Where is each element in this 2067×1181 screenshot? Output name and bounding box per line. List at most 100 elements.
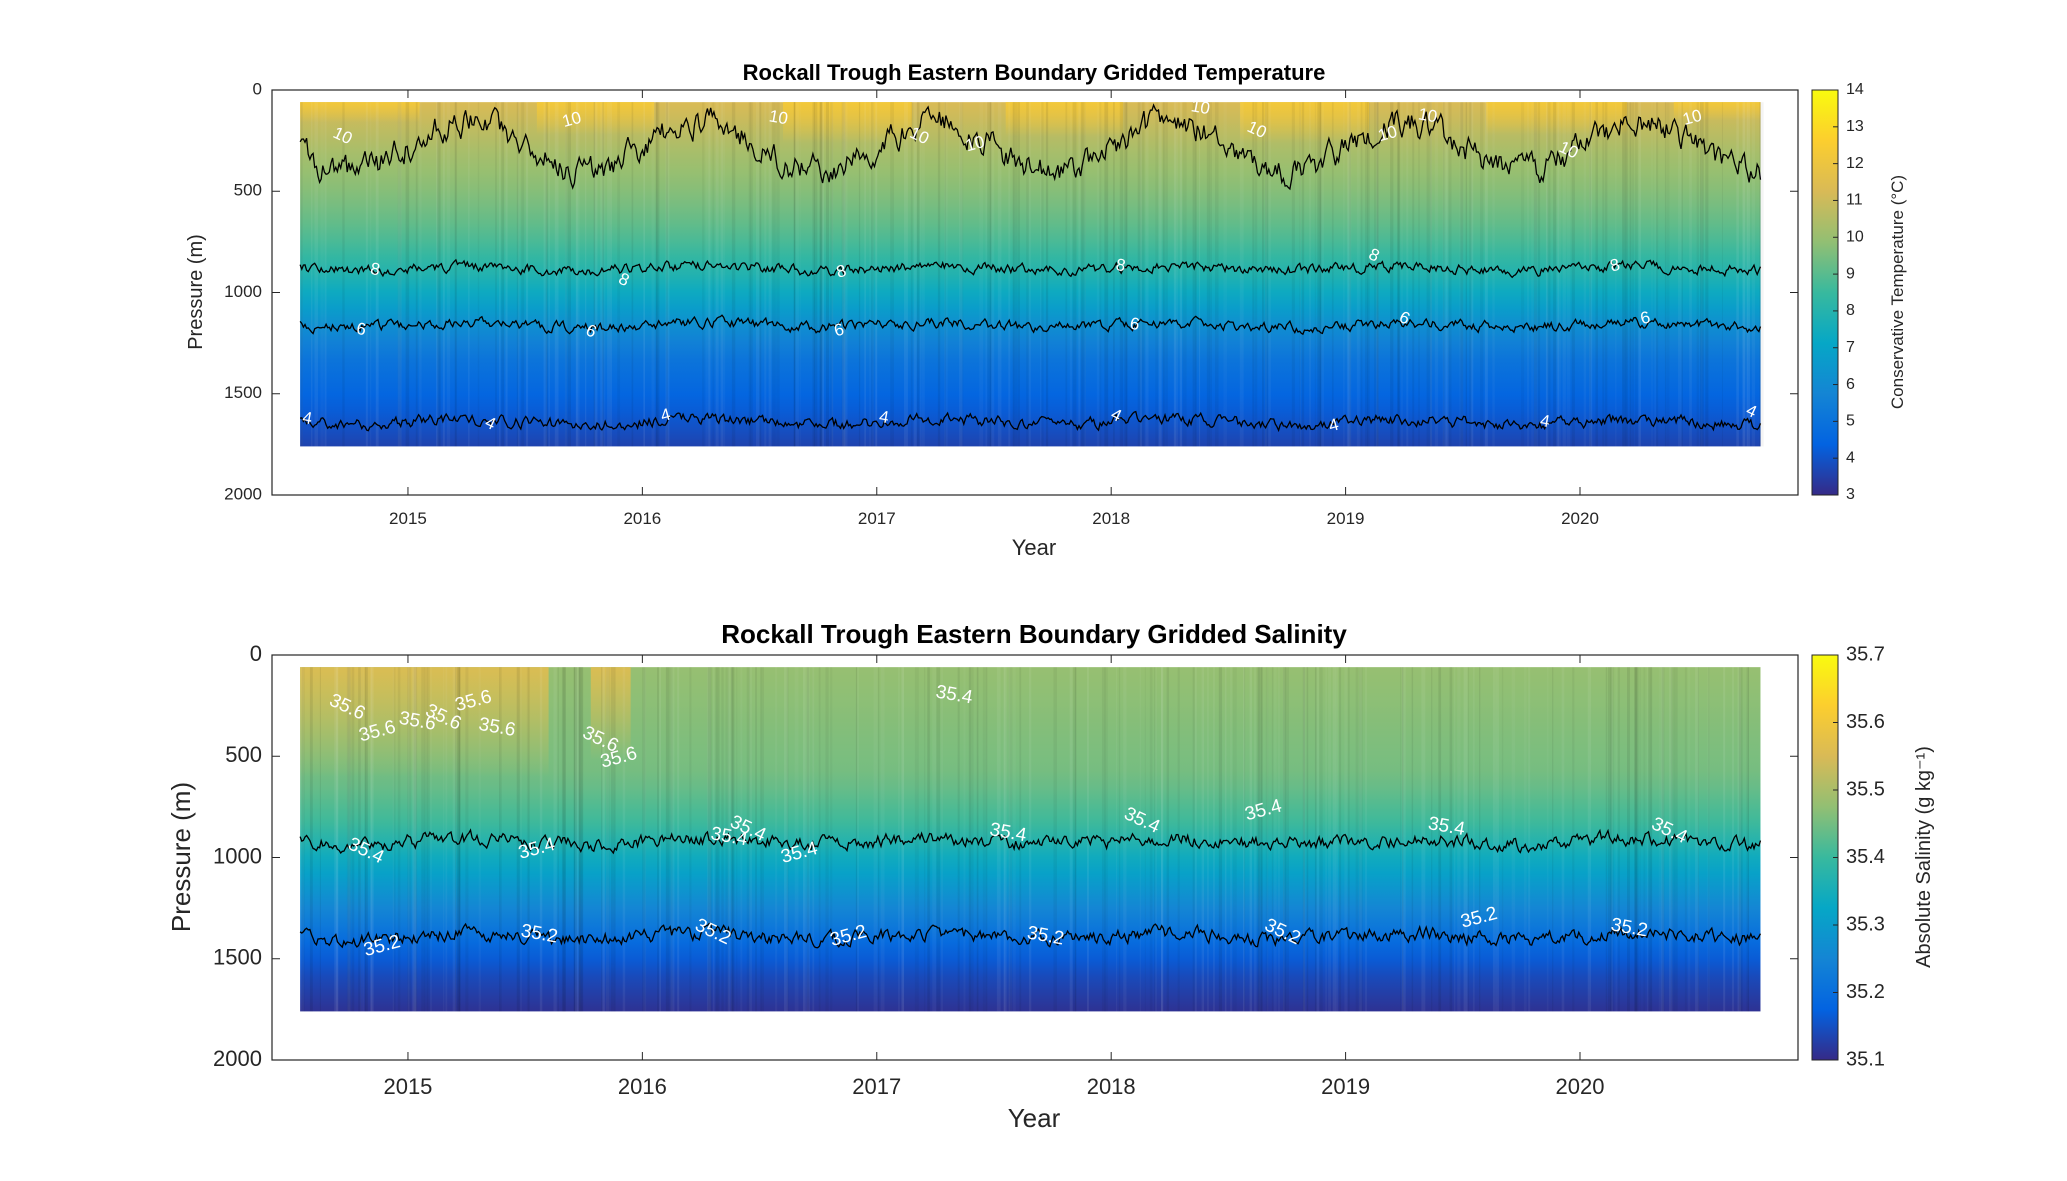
field-streak [517, 102, 520, 447]
field-streak [1299, 102, 1301, 446]
field-streak [1533, 102, 1538, 447]
field-streak [1347, 667, 1350, 1012]
field-streak [1072, 102, 1077, 447]
colorbar: 35.1 35.2 35.3 35.4 35.5 35.6 35.7 [1811, 643, 1885, 1070]
field-streak [761, 667, 764, 1012]
contour-label: 10 [768, 106, 790, 128]
field-streak [1397, 102, 1400, 447]
field-streak [563, 667, 566, 1012]
contour-label: 10 [1190, 96, 1212, 118]
field-streak [1470, 102, 1474, 447]
contour-line-10 [299, 103, 1762, 191]
field-streak [614, 667, 616, 1012]
field-streak [1161, 667, 1164, 1012]
field-streak [1502, 667, 1503, 1011]
x-axis-ticks: 2015 2016 2017 2018 2019 2020 [389, 90, 1599, 528]
field-streak [1314, 667, 1317, 1012]
field-streak [1640, 667, 1641, 1011]
field-streak [1561, 667, 1565, 1012]
field-streak [1317, 102, 1321, 447]
field-streak [1291, 102, 1295, 447]
field-streak [749, 102, 754, 447]
field-streak [605, 667, 610, 1012]
contour-line-6 [299, 314, 1762, 336]
field-streak [666, 102, 668, 447]
field-streak [1356, 102, 1360, 447]
field-streak [1376, 102, 1379, 447]
field-streak [1737, 667, 1741, 1012]
field-streak [1166, 667, 1170, 1012]
field-streak [1607, 667, 1612, 1012]
field-streak [1589, 102, 1591, 447]
field-streak [1325, 667, 1327, 1012]
field-streak [875, 102, 877, 447]
field-streak [1401, 102, 1403, 447]
field-streak [985, 102, 988, 447]
field-streak [1124, 102, 1127, 447]
field-streak [301, 102, 303, 447]
field-streak [1302, 667, 1306, 1012]
contour-label: 10 [1417, 104, 1439, 126]
contour-label: 10 [1376, 122, 1399, 145]
field-streak [1101, 667, 1106, 1012]
field-streak [916, 102, 920, 447]
field-streak [843, 102, 848, 447]
field-streak [1230, 667, 1233, 1012]
colorbar-tick-label: 13 [1846, 118, 1864, 135]
contour-label: 8 [834, 261, 848, 282]
field-streak [1411, 667, 1414, 1012]
field-streak [413, 667, 418, 1012]
contour-label: 4 [301, 408, 314, 428]
field-streak [655, 102, 660, 447]
field-streak [657, 667, 659, 1012]
y-tick-label: 1500 [213, 945, 262, 970]
field-streak [575, 667, 579, 1012]
colorbar-tick-label: 11 [1846, 192, 1863, 209]
field-streak [1283, 667, 1285, 1012]
field-streak [731, 667, 735, 1012]
field-streak [830, 667, 832, 1011]
contour-label: 8 [369, 259, 382, 279]
field-streak [1126, 102, 1128, 447]
surface-anomaly [783, 102, 912, 143]
field-streak [776, 102, 780, 447]
field-streak [1339, 667, 1342, 1012]
field-streak [1622, 102, 1624, 447]
field-streak [622, 667, 626, 1012]
field-streak [324, 102, 327, 447]
field-streak [1155, 102, 1158, 446]
field-streak [1003, 667, 1007, 1012]
field-streak [1545, 102, 1549, 447]
field-streak [1258, 667, 1262, 1012]
field-streak [525, 102, 529, 447]
field-streak [768, 102, 772, 447]
field-streak [1207, 667, 1209, 1012]
field-streak [452, 667, 457, 1012]
field-streak [1495, 667, 1499, 1012]
field-streak [499, 102, 501, 447]
field-streak [748, 102, 752, 447]
surface-anomaly [300, 667, 549, 777]
field-streak [578, 667, 581, 1012]
field-streak [1421, 667, 1426, 1012]
field-streak [1470, 102, 1472, 446]
field-streak [1249, 667, 1252, 1012]
field-streak [610, 667, 615, 1012]
field-streak [300, 667, 304, 1012]
field-streak [875, 102, 878, 447]
field-streak [600, 102, 604, 447]
field-streak [602, 667, 605, 1011]
field-streak [1678, 102, 1682, 447]
field-streak [521, 102, 525, 447]
field-streak [1346, 102, 1351, 447]
field-streak [921, 102, 925, 447]
field-streak [1442, 102, 1445, 447]
field-streak [1406, 102, 1409, 447]
field-streak [1638, 102, 1641, 447]
field-streak [478, 102, 479, 446]
field-streak [579, 667, 584, 1012]
field-streak [1700, 102, 1704, 447]
field-streak [528, 667, 530, 1012]
y-tick-label: 1000 [213, 843, 262, 868]
field-streak [1174, 102, 1179, 447]
